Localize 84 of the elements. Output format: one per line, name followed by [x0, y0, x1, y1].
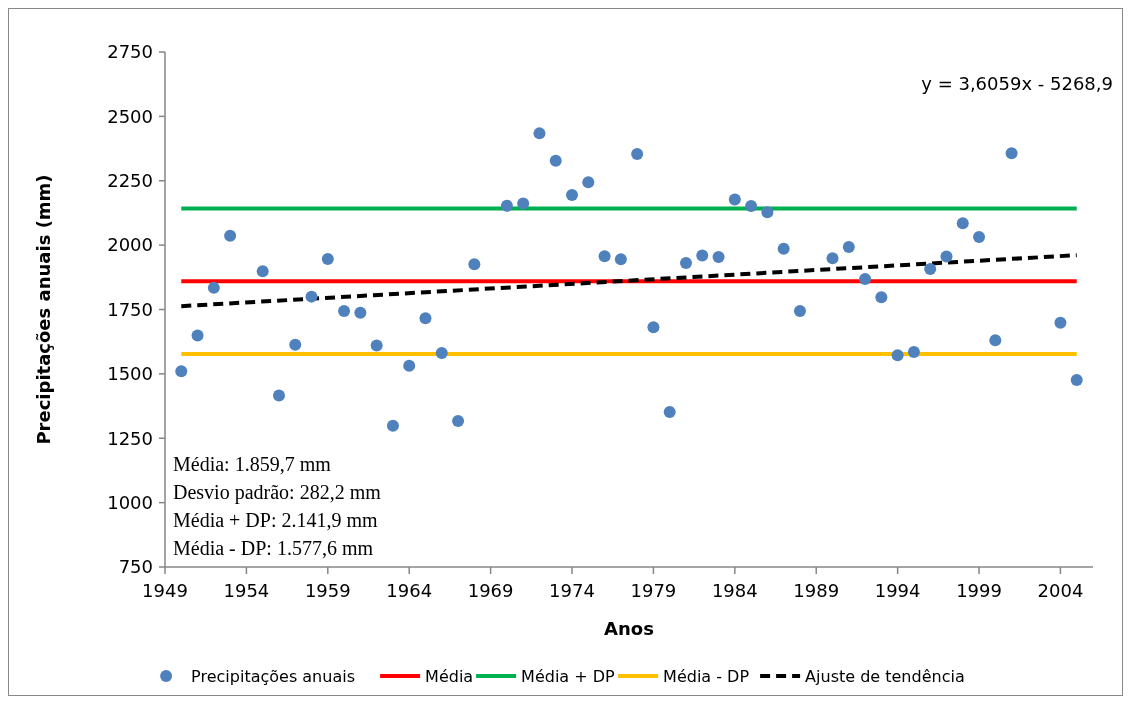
x-tick-label: 2004	[1037, 580, 1084, 601]
y-tick-label: 1750	[107, 298, 153, 320]
point	[517, 197, 530, 210]
point	[224, 229, 237, 242]
point	[598, 250, 611, 263]
point	[793, 305, 806, 318]
point	[370, 339, 383, 352]
point	[761, 206, 774, 219]
x-tick-label: 1979	[630, 580, 677, 601]
point	[614, 253, 627, 266]
y-tick-label: 2250	[107, 170, 153, 192]
point	[468, 258, 481, 271]
x-tick-label: 1974	[549, 580, 595, 601]
point	[289, 338, 302, 351]
x-tick-label: 1949	[142, 580, 188, 601]
point	[1005, 147, 1018, 160]
point	[924, 263, 937, 276]
x-tick-label: 1984	[711, 580, 758, 601]
point	[419, 312, 432, 325]
point	[679, 256, 692, 269]
point	[728, 193, 741, 206]
point	[256, 265, 269, 278]
point	[566, 188, 579, 201]
point	[272, 389, 285, 402]
annotation: Média: 1.859,7 mm	[173, 453, 332, 475]
point	[956, 217, 969, 230]
x-tick-label: 1994	[874, 580, 921, 601]
point	[777, 242, 790, 255]
point	[452, 415, 465, 427]
point	[435, 347, 448, 360]
point	[842, 240, 855, 253]
annotation: Média + DP: 2.141,9 mm	[173, 509, 379, 531]
point	[549, 154, 562, 167]
point	[891, 349, 904, 362]
point	[386, 419, 399, 432]
x-tick-label: 1969	[467, 580, 514, 601]
point	[582, 176, 595, 189]
point	[859, 273, 872, 286]
annotation: y = 3,6059x - 5268,9	[921, 73, 1113, 94]
point	[940, 250, 953, 263]
point	[663, 405, 676, 418]
y-axis-title: Precipitações anuais (mm)	[33, 174, 54, 445]
point	[696, 249, 709, 262]
point	[826, 252, 839, 265]
point	[207, 281, 220, 294]
point	[989, 334, 1002, 347]
x-axis-title: Anos	[604, 618, 654, 639]
point	[338, 305, 351, 318]
point	[533, 127, 546, 140]
legend-label: Ajuste de tendência	[805, 667, 965, 686]
point	[973, 230, 986, 243]
point	[875, 291, 888, 304]
point	[1054, 316, 1067, 329]
point	[1070, 374, 1083, 387]
x-tick-label: 1999	[956, 580, 1002, 601]
legend-label: Média	[425, 667, 474, 686]
point	[631, 147, 644, 160]
point	[647, 321, 660, 334]
point	[354, 306, 367, 319]
point	[191, 329, 204, 342]
point	[745, 199, 758, 212]
y-tick-label: 2500	[107, 105, 153, 127]
x-tick-label: 1954	[223, 580, 270, 601]
x-tick-label: 1959	[304, 580, 351, 601]
point	[305, 290, 318, 303]
point	[175, 365, 188, 378]
point	[907, 345, 920, 358]
y-tick-label: 1000	[107, 491, 153, 513]
point	[712, 250, 725, 263]
annotation: Desvio padrão: 282,2 mm	[173, 481, 382, 504]
y-tick-label: 1250	[107, 427, 153, 449]
legend-label: Média - DP	[663, 667, 750, 686]
x-tick-label: 1964	[386, 580, 433, 601]
y-tick-label: 2000	[107, 234, 153, 256]
point	[403, 359, 416, 372]
x-tick-label: 1989	[793, 580, 840, 601]
point	[321, 253, 334, 266]
y-tick-label: 2750	[107, 41, 153, 63]
annotation: Média - DP: 1.577,6 mm	[173, 537, 374, 559]
y-tick-label: 1500	[107, 363, 153, 385]
point	[500, 199, 513, 212]
legend-label: Precipitações anuais	[191, 667, 355, 686]
y-tick-label: 750	[118, 556, 153, 578]
legend-label: Média + DP	[521, 667, 616, 686]
